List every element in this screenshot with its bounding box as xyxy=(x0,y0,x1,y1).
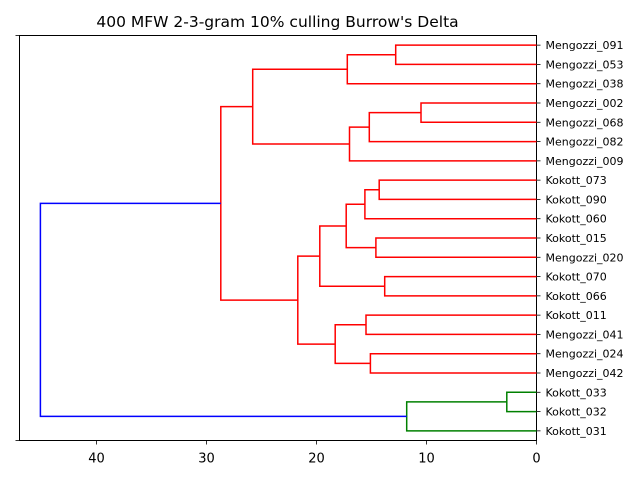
x-tick-label: 20 xyxy=(308,452,325,467)
leaf-label: Kokott_060 xyxy=(546,213,607,226)
dendrogram-link-m18 xyxy=(506,391,537,413)
dendrogram-link-m19 xyxy=(405,401,537,432)
leaf-label: Kokott_066 xyxy=(546,290,607,303)
leaf-label: Mengozzi_038 xyxy=(546,78,624,91)
dendrogram-link-m03 xyxy=(420,102,537,124)
dendrogram-link-m05 xyxy=(348,126,537,162)
leaf-label: Mengozzi_068 xyxy=(546,116,624,129)
dendrogram-link-m16 xyxy=(297,255,336,345)
leaf-label: Kokott_015 xyxy=(546,232,607,245)
leaf-label: Kokott_033 xyxy=(546,386,607,399)
leaf-labels: Mengozzi_091 Mengozzi_053 Mengozzi_038 Meng… xyxy=(536,39,624,438)
x-tick-label: 30 xyxy=(198,452,215,467)
dendrogram-link-m11 xyxy=(383,275,537,297)
leaf-label: Kokott_032 xyxy=(546,406,607,419)
leaf-label: Mengozzi_082 xyxy=(546,136,624,149)
dendrogram-link-m15 xyxy=(334,324,371,365)
dendrogram-link-m09 xyxy=(375,237,537,259)
dendrogram-link-m17 xyxy=(220,105,298,301)
dendrogram-link-m14 xyxy=(369,352,537,374)
leaf-label: Mengozzi_053 xyxy=(546,58,624,71)
dendrogram-link-m02 xyxy=(346,54,537,85)
leaf-label: Kokott_073 xyxy=(546,174,607,187)
leaf-label: Kokott_090 xyxy=(546,193,607,206)
leaf-label: Kokott_011 xyxy=(546,309,607,322)
leaf-label: Kokott_031 xyxy=(546,425,607,438)
dendrogram-link-m20 xyxy=(39,202,407,418)
dendrogram-link-m13 xyxy=(365,314,537,336)
leaf-label: Mengozzi_024 xyxy=(546,348,624,361)
dendrogram-link-m07 xyxy=(378,179,537,201)
x-axis: 0 10 20 30 40 xyxy=(15,35,541,467)
x-tick-label: 10 xyxy=(418,452,435,467)
chart-title: 400 MFW 2-3-gram 10% culling Burrow's De… xyxy=(96,13,458,31)
leaf-label: Mengozzi_042 xyxy=(546,367,624,380)
leaf-label: Kokott_070 xyxy=(546,271,607,284)
dendrogram-links xyxy=(39,44,537,432)
leaf-label: Mengozzi_002 xyxy=(546,97,624,110)
dendrogram-link-m08 xyxy=(364,189,537,220)
dendrogram-link-m04 xyxy=(368,111,537,143)
dendrogram-link-m01 xyxy=(394,44,537,66)
leaf-label: Mengozzi_041 xyxy=(546,328,624,341)
leaf-label: Mengozzi_020 xyxy=(546,251,624,264)
dendrogram-link-m10 xyxy=(345,203,376,249)
leaf-label: Mengozzi_091 xyxy=(546,39,624,52)
dendrogram-link-m06 xyxy=(251,68,350,145)
dendrogram-link-m12 xyxy=(319,225,385,287)
x-tick-label: 0 xyxy=(532,452,540,467)
leaf-label: Mengozzi_009 xyxy=(546,155,624,168)
x-tick-label: 40 xyxy=(88,452,105,467)
